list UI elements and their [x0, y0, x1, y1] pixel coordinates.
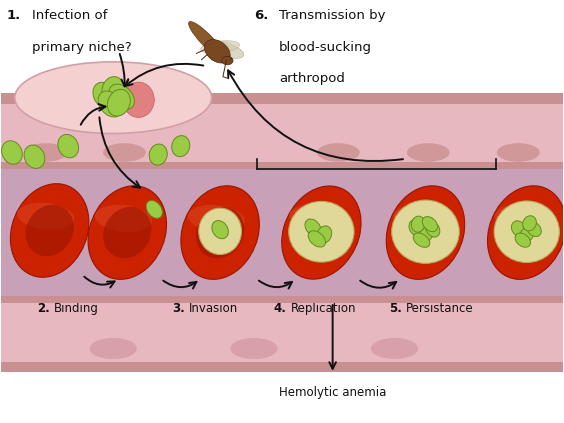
Ellipse shape: [10, 184, 89, 277]
Ellipse shape: [523, 216, 536, 231]
Ellipse shape: [25, 205, 74, 256]
Ellipse shape: [204, 40, 244, 58]
Text: 2.: 2.: [37, 302, 50, 315]
Ellipse shape: [199, 208, 241, 255]
Ellipse shape: [24, 145, 45, 168]
Text: arthropod: arthropod: [279, 72, 345, 85]
FancyBboxPatch shape: [1, 93, 563, 104]
Ellipse shape: [527, 222, 541, 236]
Text: Binding: Binding: [54, 302, 99, 315]
Text: primary niche?: primary niche?: [32, 41, 131, 54]
Text: 4.: 4.: [274, 302, 287, 315]
Ellipse shape: [107, 89, 130, 116]
Ellipse shape: [282, 186, 361, 279]
Ellipse shape: [123, 82, 155, 118]
Ellipse shape: [181, 186, 259, 279]
Ellipse shape: [212, 220, 228, 239]
FancyBboxPatch shape: [1, 162, 563, 169]
Ellipse shape: [188, 22, 226, 60]
Text: Invasion: Invasion: [189, 302, 239, 315]
Ellipse shape: [17, 203, 74, 230]
Ellipse shape: [289, 201, 354, 262]
Ellipse shape: [297, 207, 346, 258]
Ellipse shape: [230, 338, 277, 359]
Text: Replication: Replication: [290, 302, 356, 315]
Ellipse shape: [146, 201, 162, 218]
Ellipse shape: [196, 207, 244, 258]
Ellipse shape: [90, 338, 137, 359]
Ellipse shape: [503, 207, 551, 258]
Ellipse shape: [95, 205, 152, 232]
FancyBboxPatch shape: [1, 93, 563, 169]
Ellipse shape: [494, 201, 559, 263]
FancyBboxPatch shape: [1, 363, 563, 372]
Ellipse shape: [201, 41, 240, 53]
Ellipse shape: [102, 77, 125, 104]
Ellipse shape: [487, 186, 564, 279]
Ellipse shape: [103, 207, 151, 258]
Ellipse shape: [317, 226, 332, 244]
Ellipse shape: [402, 207, 450, 258]
Ellipse shape: [371, 338, 418, 359]
Ellipse shape: [204, 40, 230, 63]
Text: Infection of: Infection of: [32, 9, 107, 22]
Ellipse shape: [497, 143, 540, 162]
Ellipse shape: [109, 84, 134, 110]
FancyBboxPatch shape: [1, 169, 563, 296]
Text: Transmission by: Transmission by: [279, 9, 386, 22]
Ellipse shape: [411, 216, 425, 232]
Text: 6.: 6.: [254, 9, 268, 22]
Ellipse shape: [188, 205, 245, 232]
Ellipse shape: [519, 227, 534, 242]
Ellipse shape: [393, 205, 450, 232]
Ellipse shape: [289, 205, 346, 232]
Text: 5.: 5.: [389, 302, 402, 315]
Ellipse shape: [58, 135, 78, 158]
FancyBboxPatch shape: [1, 296, 563, 303]
Ellipse shape: [317, 143, 360, 162]
Ellipse shape: [305, 219, 321, 236]
Ellipse shape: [15, 62, 211, 134]
Text: Hemolytic anemia: Hemolytic anemia: [279, 387, 386, 399]
Ellipse shape: [515, 233, 531, 247]
Ellipse shape: [24, 143, 67, 162]
Ellipse shape: [98, 91, 122, 117]
Ellipse shape: [409, 220, 423, 236]
Ellipse shape: [171, 136, 190, 157]
Ellipse shape: [2, 141, 23, 164]
Ellipse shape: [422, 217, 438, 232]
Text: 1.: 1.: [6, 9, 20, 22]
Ellipse shape: [407, 143, 450, 162]
Ellipse shape: [392, 200, 459, 264]
FancyBboxPatch shape: [1, 296, 563, 372]
Ellipse shape: [103, 143, 146, 162]
Text: 3.: 3.: [172, 302, 185, 315]
Ellipse shape: [149, 144, 168, 165]
Text: Persistance: Persistance: [406, 302, 473, 315]
Ellipse shape: [308, 231, 325, 247]
Ellipse shape: [495, 205, 552, 232]
Ellipse shape: [413, 233, 430, 247]
Ellipse shape: [426, 221, 440, 237]
Text: blood-sucking: blood-sucking: [279, 41, 372, 54]
Ellipse shape: [93, 82, 117, 109]
Ellipse shape: [386, 186, 465, 279]
Ellipse shape: [418, 227, 433, 242]
Ellipse shape: [512, 221, 525, 236]
Ellipse shape: [88, 186, 166, 279]
Ellipse shape: [222, 56, 233, 65]
